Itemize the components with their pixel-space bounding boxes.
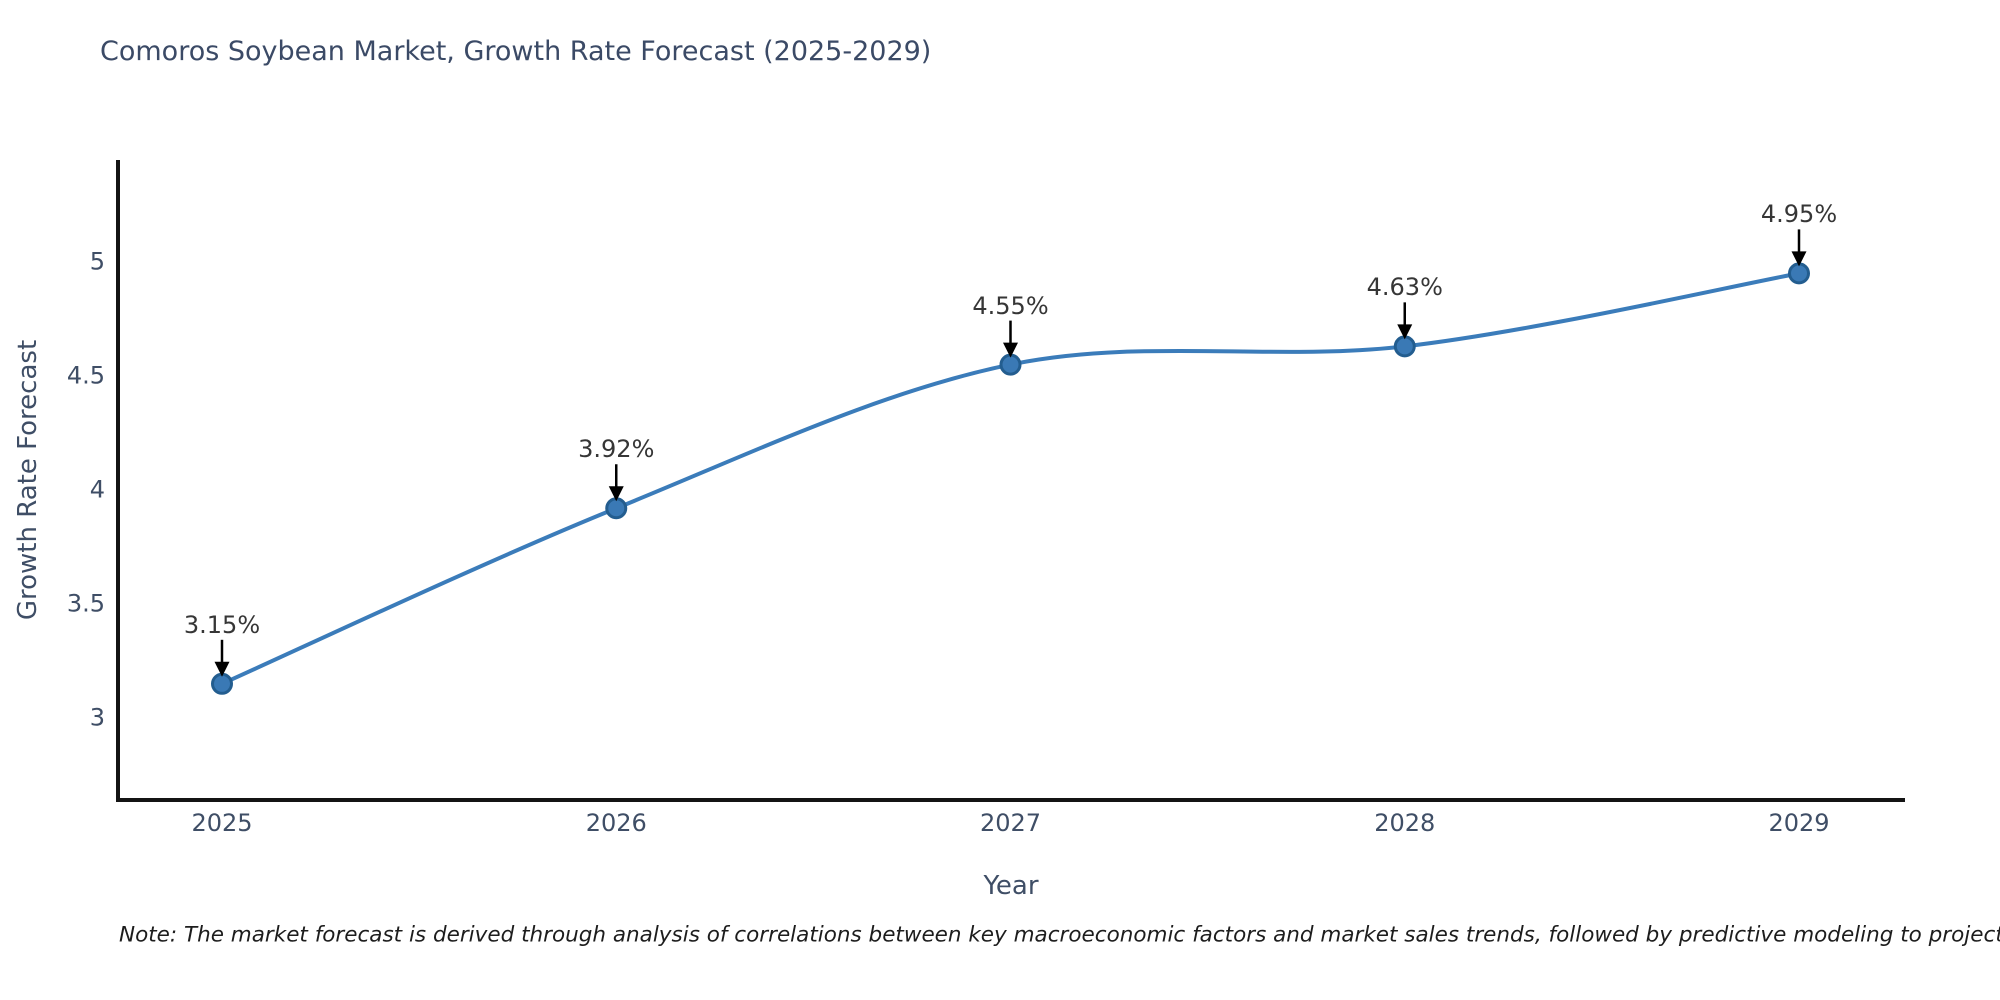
- chart-title: Comoros Soybean Market, Growth Rate Fore…: [100, 36, 932, 67]
- x-tick-label: 2029: [1768, 809, 1830, 837]
- x-tick-label: 2028: [1374, 809, 1436, 837]
- annotation-arrow-head: [608, 486, 624, 502]
- x-tick-label: 2025: [191, 809, 253, 837]
- y-tick-label: 3.5: [66, 589, 105, 618]
- data-point-label: 3.15%: [183, 610, 261, 639]
- annotation-arrow-head: [1003, 342, 1018, 358]
- annotation-arrow-head: [1791, 251, 1807, 267]
- data-point-marker: [1393, 335, 1416, 358]
- data-point-label: 4.63%: [1366, 273, 1443, 302]
- footnote: Note: The market forecast is derived thr…: [119, 922, 2000, 948]
- data-point-marker: [211, 672, 233, 695]
- y-axis-title: Growth Rate Forecast: [13, 339, 43, 621]
- y-tick-label: 4: [89, 475, 105, 504]
- y-tick-label: 4.5: [66, 361, 105, 390]
- y-tick-label: 3: [89, 703, 105, 732]
- y-tick-label: 5: [89, 247, 105, 276]
- data-point-label: 4.95%: [1760, 200, 1838, 229]
- x-axis-title: Year: [983, 871, 1039, 901]
- annotation-arrow-head: [214, 661, 230, 677]
- data-point-marker: [1788, 262, 1810, 285]
- data-point-marker: [999, 353, 1022, 376]
- annotation-arrow-head: [1397, 324, 1413, 340]
- data-point-marker: [605, 497, 628, 520]
- x-tick-label: 2026: [585, 809, 647, 837]
- data-point-label: 3.92%: [578, 435, 655, 464]
- data-point-label: 4.55%: [972, 291, 1049, 320]
- x-tick-label: 2027: [979, 809, 1042, 837]
